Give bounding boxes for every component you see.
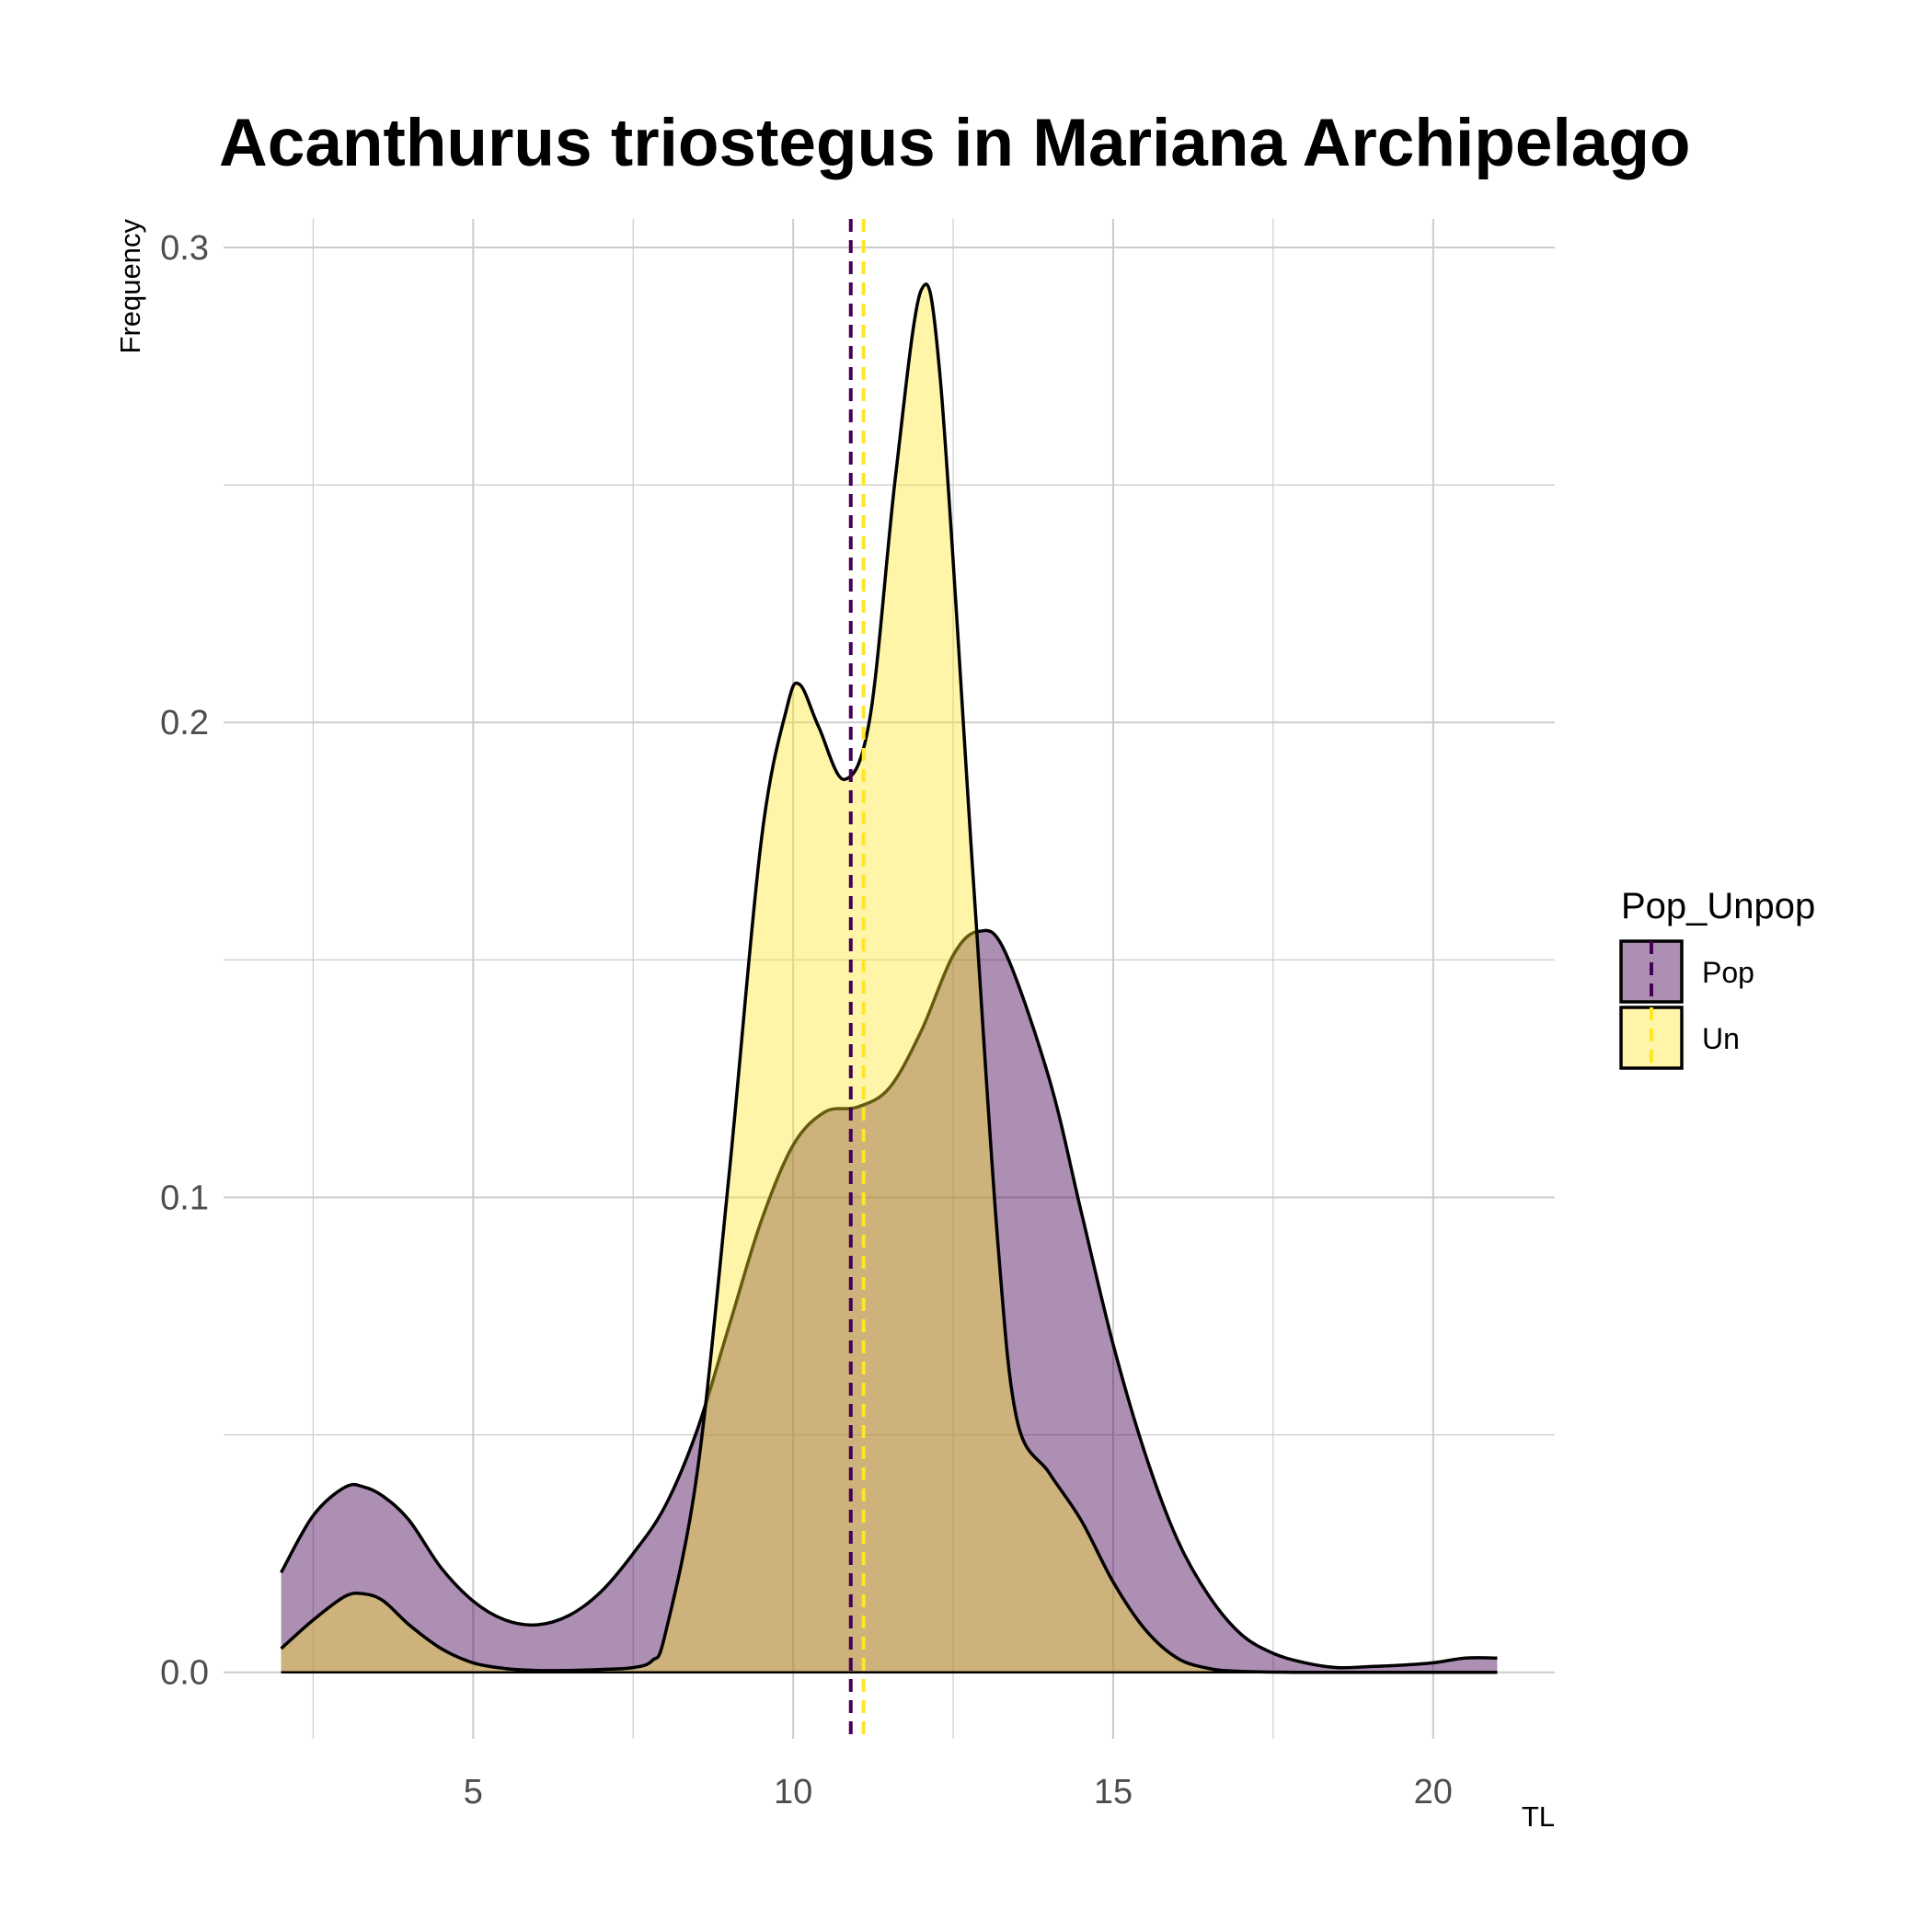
grid-layer <box>224 219 1555 1739</box>
legend-label-un: Un <box>1702 1022 1740 1055</box>
x-axis-ticks: 5 10 15 20 <box>464 1773 1453 1811</box>
density-areas <box>280 282 1498 1674</box>
y-tick-label: 0.2 <box>160 704 209 742</box>
legend-title: Pop_Unpop <box>1621 886 1815 926</box>
density-fill-pop <box>281 930 1498 1673</box>
density-curve-un <box>280 282 1498 1674</box>
density-fill-un <box>281 283 1498 1673</box>
legend: Pop_Unpop Pop Un <box>1619 886 1815 1070</box>
density-curve-pop <box>280 928 1498 1670</box>
y-axis-title: Frequency <box>114 219 146 354</box>
x-tick-label: 5 <box>464 1773 483 1811</box>
y-tick-label: 0.1 <box>160 1179 209 1217</box>
y-tick-label: 0.3 <box>160 229 209 268</box>
y-axis-ticks: 0.0 0.1 0.2 0.3 <box>160 229 209 1693</box>
x-axis-title: TL <box>1522 1800 1555 1833</box>
x-tick-label: 15 <box>1094 1773 1133 1811</box>
legend-items: Pop Un <box>1619 939 1754 1070</box>
legend-label-pop: Pop <box>1702 956 1754 989</box>
chart-title: Acanthurus triostegus in Mariana Archipe… <box>219 106 1691 180</box>
y-tick-label: 0.0 <box>160 1654 209 1693</box>
x-tick-label: 10 <box>774 1773 812 1811</box>
x-tick-label: 20 <box>1414 1773 1453 1811</box>
